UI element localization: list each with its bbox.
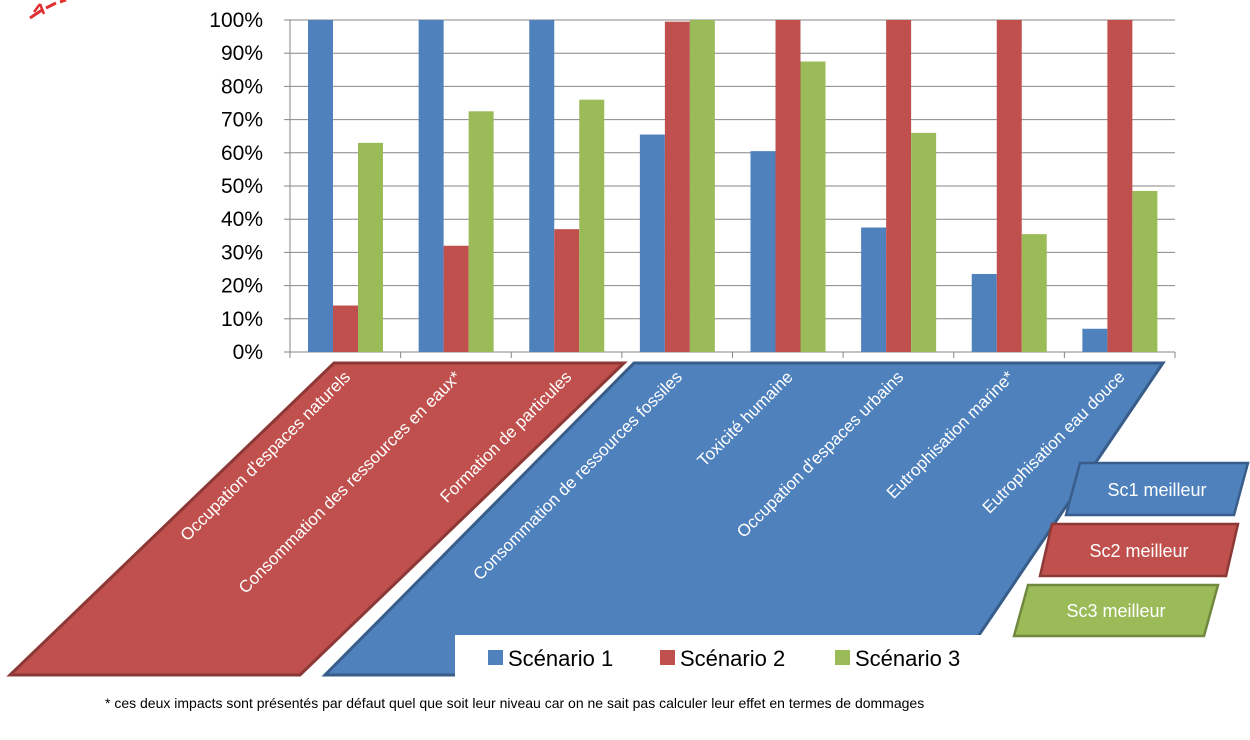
bar-s1-c4: [639, 134, 665, 352]
side-box-label: Sc2 meilleur: [1089, 541, 1188, 561]
bar-s1-c3: [529, 20, 555, 352]
bar-s1-c1: [308, 20, 333, 352]
bar-s1-c5: [750, 151, 776, 352]
bar-s2-c7: [996, 20, 1022, 352]
bar-s3-c8: [1132, 190, 1158, 352]
y-tick-label: 10%: [221, 308, 263, 331]
y-tick-label: 80%: [221, 75, 263, 98]
side-boxes: Sc1 meilleur Sc2 meilleur Sc3 meilleur: [1012, 461, 1250, 638]
y-tick-label: 70%: [221, 109, 263, 132]
chart: 0%10%20%30%40%50%60%70%80%90%100% Occupa…: [6, 0, 1250, 685]
side-box-label: Sc3 meilleur: [1066, 601, 1165, 621]
legend-label: Scénario 1: [508, 646, 613, 671]
bar-s3-c2: [468, 111, 494, 352]
bar-s3-c5: [800, 61, 826, 352]
side-box-3: [1012, 583, 1220, 638]
y-tick-label: 40%: [221, 208, 263, 231]
bar-s1-c8: [1082, 328, 1108, 352]
bar-s3-c1: [358, 142, 383, 352]
y-tick-label: 100%: [209, 9, 263, 32]
bar-s2-c3: [554, 229, 580, 352]
legend-label: Scénario 2: [680, 646, 785, 671]
group-band-sc2: [6, 361, 628, 677]
bar-s1-c2: [418, 20, 444, 352]
bar-s3-c6: [911, 132, 937, 352]
footnote: * ces deux impacts sont présentés par dé…: [105, 695, 925, 711]
legend-box: [455, 635, 1000, 685]
bar-s1-c7: [971, 273, 997, 352]
legend: Scénario 1 Scénario 2 Scénario 3: [488, 646, 960, 671]
y-tick-label: 60%: [221, 142, 263, 165]
bar-s3-c4: [689, 20, 715, 352]
bar-s2-c6: [886, 20, 912, 352]
legend-label: Scénario 3: [855, 646, 960, 671]
bar-s3-c3: [579, 99, 605, 353]
bar-s2-c8: [1107, 20, 1133, 352]
y-tick-label: 30%: [221, 241, 263, 264]
y-tick-label: 50%: [221, 175, 263, 198]
y-tick-label: 20%: [221, 275, 263, 298]
legend-swatch: [660, 650, 675, 665]
side-box-1: [1064, 461, 1250, 517]
y-tick-label: 0%: [233, 341, 263, 364]
y-tick-labels: 0% 10% 20% 30% 40% 50% 60% 70% 80% 90% 100%: [209, 9, 263, 364]
bar-s2-c1: [333, 305, 358, 352]
side-box-2: [1038, 522, 1240, 578]
stamp-fragment: [29, 0, 67, 20]
bars: [308, 20, 1158, 353]
legend-swatch: [835, 650, 850, 665]
side-box-label: Sc1 meilleur: [1107, 480, 1206, 500]
legend-swatch: [488, 650, 503, 665]
bar-s3-c7: [1021, 234, 1047, 352]
bar-s1-c6: [861, 227, 887, 352]
bar-s2-c4: [664, 21, 690, 352]
bar-s2-c5: [775, 20, 801, 352]
bar-s2-c2: [443, 245, 469, 352]
y-tick-label: 90%: [221, 42, 263, 65]
